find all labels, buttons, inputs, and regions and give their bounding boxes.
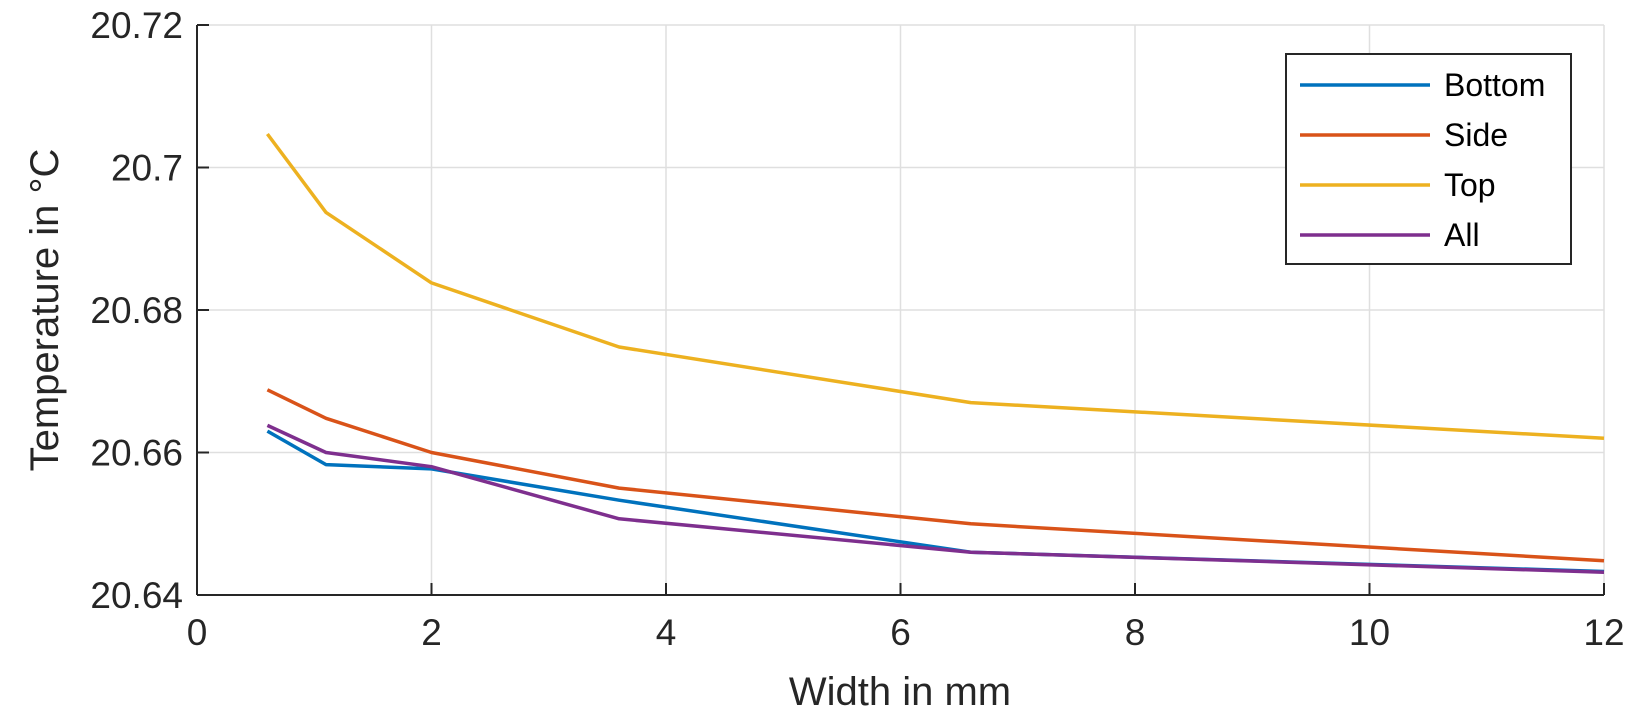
legend: Bottom Side Top All <box>1285 53 1572 265</box>
x-tick-label: 12 <box>1583 612 1624 653</box>
tick-labels: 0 2 4 6 8 10 12 20.64 20.66 20.68 20.7 20.72 <box>90 5 1624 653</box>
series-line-all <box>266 423 1605 574</box>
series-lines <box>265 132 1605 574</box>
y-axis-title: Temperature in °C <box>23 149 67 472</box>
legend-label-side: Side <box>1444 117 1508 153</box>
x-tick-label: 6 <box>890 612 911 653</box>
y-tick-label: 20.7 <box>111 148 183 189</box>
x-tick-label: 8 <box>1125 612 1146 653</box>
legend-label-all: All <box>1444 217 1480 253</box>
x-tick-label: 4 <box>656 612 677 653</box>
legend-label-top: Top <box>1444 167 1496 203</box>
series-line-top <box>265 132 1605 441</box>
y-tick-label: 20.68 <box>90 290 183 331</box>
x-tick-label: 10 <box>1349 612 1390 653</box>
axes <box>196 24 1605 596</box>
x-axis-title: Width in mm <box>789 670 1011 711</box>
series-line-side <box>266 388 1605 563</box>
y-tick-label: 20.72 <box>90 5 183 46</box>
legend-label-bottom: Bottom <box>1444 67 1545 103</box>
x-tick-label: 2 <box>421 612 442 653</box>
legend-items: Bottom Side Top All <box>1300 67 1545 253</box>
y-tick-label: 20.66 <box>90 433 183 474</box>
x-tick-label: 0 <box>187 612 208 653</box>
legend-box <box>1285 53 1572 265</box>
y-tick-label: 20.64 <box>90 575 183 616</box>
